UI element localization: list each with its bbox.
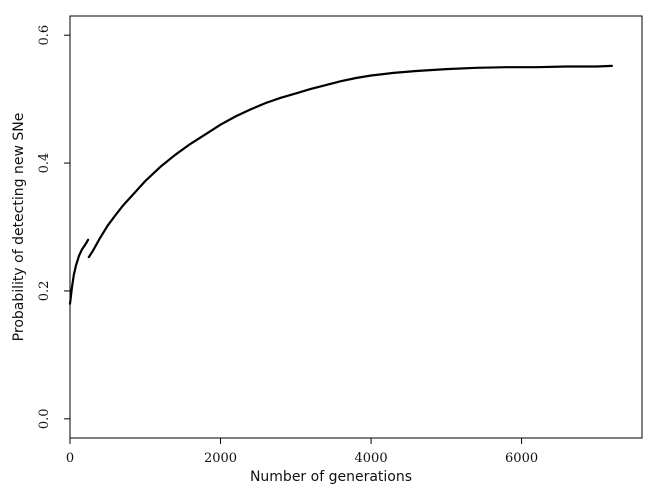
data-lines xyxy=(68,64,614,305)
x-tick-label: 0 xyxy=(66,451,74,466)
series-line-1 xyxy=(68,238,90,305)
series-line-2 xyxy=(87,64,614,259)
x-axis-tick-labels: 0 2000 4000 6000 xyxy=(66,451,538,466)
x-tick-label: 6000 xyxy=(505,451,538,466)
x-axis-label: Number of generations xyxy=(250,469,412,485)
x-tick-label: 4000 xyxy=(355,451,388,466)
x-axis-ticks xyxy=(69,438,523,444)
plot-frame xyxy=(69,15,643,439)
y-axis-ticks xyxy=(64,34,70,420)
y-tick-label: 0.0 xyxy=(37,408,52,429)
y-tick-label: 0.6 xyxy=(37,25,52,46)
y-tick-label: 0.4 xyxy=(37,153,52,174)
y-tick-label: 0.2 xyxy=(37,281,52,302)
y-axis-tick-labels: 0.0 0.2 0.4 0.6 xyxy=(37,25,52,429)
x-tick-label: 2000 xyxy=(204,451,237,466)
y-axis-label: Probability of detecting new SNe xyxy=(11,113,27,342)
